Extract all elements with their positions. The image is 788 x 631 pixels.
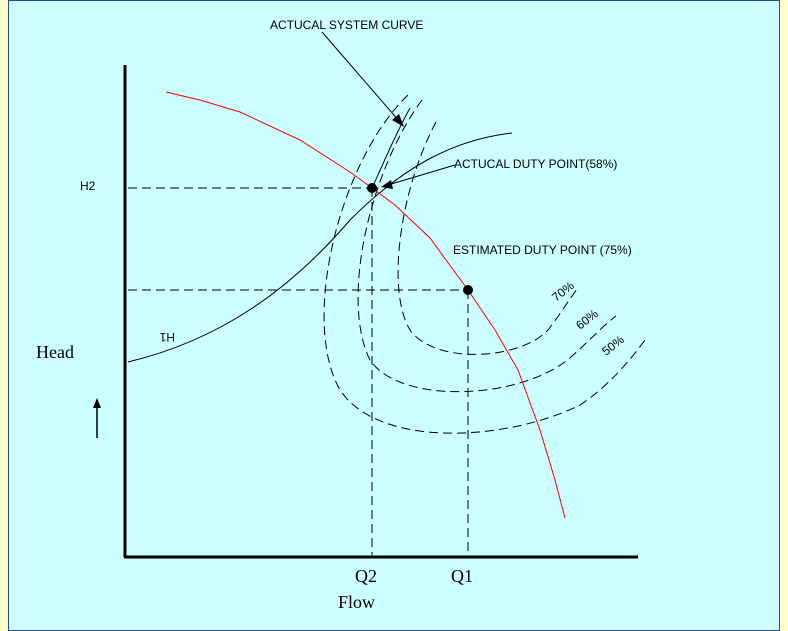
duty-point-leader-arrowhead <box>381 180 393 189</box>
system-curve-actual <box>371 107 411 189</box>
actual-duty-point-marker <box>367 183 377 193</box>
q1-tick-label: Q1 <box>451 566 473 586</box>
h2-label: H2 <box>80 179 96 193</box>
efficiency-60-label: 60% <box>573 306 601 332</box>
q2-tick-label: Q2 <box>355 566 377 586</box>
pump-curve <box>165 91 566 519</box>
diagram-frame <box>8 0 780 631</box>
estimated-duty-point-marker <box>463 285 473 295</box>
efficiency-70-label: 70% <box>549 278 577 304</box>
efficiency-curve-70 <box>397 121 579 355</box>
estimated-duty-point-label: ESTIMATED DUTY POINT (75%) <box>453 243 632 257</box>
actual-duty-point-label: ACTUCAL DUTY POINT(58%) <box>454 157 617 171</box>
efficiency-50-label: 50% <box>599 332 627 358</box>
duty-point-leader-line <box>387 164 456 186</box>
h1-label: H1 <box>159 330 175 344</box>
system-curve-leader-arrowhead <box>392 114 404 127</box>
head-axis-label: Head <box>36 342 74 362</box>
system-curve-leader-line <box>321 31 401 123</box>
flow-axis-label: Flow <box>338 592 375 612</box>
system-curve-estimated <box>127 132 513 363</box>
head-up-arrowhead <box>93 398 101 408</box>
actual-system-curve-label: ACTUCAL SYSTEM CURVE <box>270 18 423 32</box>
efficiency-curve-50 <box>323 94 646 434</box>
